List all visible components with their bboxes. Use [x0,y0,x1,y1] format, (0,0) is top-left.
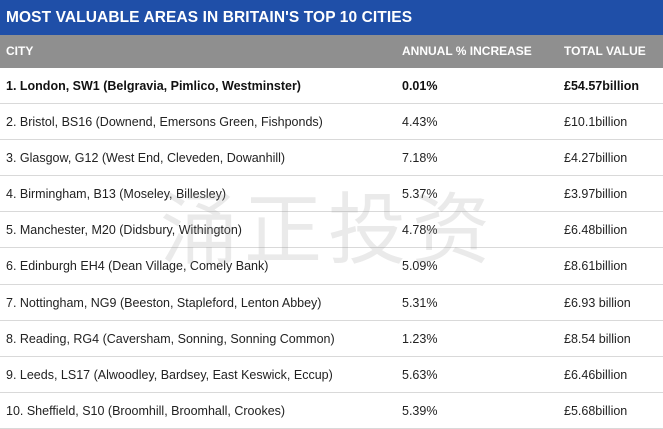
row-increase: 0.01% [402,79,438,93]
row-total: £6.93 billion [564,295,631,310]
row-city: 6. Edinburgh EH4 (Dean Village, Comely B… [6,259,269,274]
table-row: 10. Sheffield, S10 (Broomhill, Broomhall… [0,393,663,429]
row-total: £10.1billion [564,115,628,130]
header-city: CITY [6,44,34,58]
row-total: £6.48billion [564,223,628,238]
row-increase: 5.63% [402,367,438,382]
table-row: 7. Nottingham, NG9 (Beeston, Stapleford,… [0,285,663,321]
row-city: 7. Nottingham, NG9 (Beeston, Stapleford,… [6,295,322,310]
row-increase: 4.78% [402,223,438,238]
table-row: 1. London, SW1 (Belgravia, Pimlico, West… [0,68,663,105]
row-total: £5.68billion [564,403,628,418]
row-increase: 5.09% [402,259,438,274]
row-total: £54.57billion [564,79,640,93]
row-city: 9. Leeds, LS17 (Alwoodley, Bardsey, East… [6,367,333,382]
row-increase: 4.43% [402,115,438,130]
table-row: 9. Leeds, LS17 (Alwoodley, Bardsey, East… [0,357,663,393]
row-total: £6.46billion [564,367,628,382]
row-total: £3.97billion [564,187,628,202]
row-city: 4. Birmingham, B13 (Moseley, Billesley) [6,187,226,202]
table-title: MOST VALUABLE AREAS IN BRITAIN'S TOP 10 … [0,0,663,35]
row-increase: 5.31% [402,295,438,310]
row-increase: 5.39% [402,403,438,418]
table-row: 3. Glasgow, G12 (West End, Cleveden, Dow… [0,140,663,177]
row-increase: 5.37% [402,187,438,202]
table-body: 1. London, SW1 (Belgravia, Pimlico, West… [0,68,663,429]
row-city: 8. Reading, RG4 (Caversham, Sonning, Son… [6,331,335,346]
table-row: 8. Reading, RG4 (Caversham, Sonning, Son… [0,321,663,357]
row-city: 2. Bristol, BS16 (Downend, Emersons Gree… [6,115,323,130]
row-increase: 1.23% [402,331,438,346]
row-total: £8.61billion [564,259,628,274]
row-city: 5. Manchester, M20 (Didsbury, Withington… [6,223,242,238]
header-total-value: TOTAL VALUE [564,44,646,58]
table-row: 2. Bristol, BS16 (Downend, Emersons Gree… [0,104,663,141]
row-increase: 7.18% [402,151,438,166]
table-row: 4. Birmingham, B13 (Moseley, Billesley) … [0,176,663,213]
table-header-row: CITY ANNUAL % INCREASE TOTAL VALUE [0,35,663,68]
row-city: 10. Sheffield, S10 (Broomhill, Broomhall… [6,403,286,418]
row-total: £4.27billion [564,151,628,166]
row-city: 1. London, SW1 (Belgravia, Pimlico, West… [6,79,301,93]
row-total: £8.54 billion [564,331,631,346]
table-row: 5. Manchester, M20 (Didsbury, Withington… [0,212,663,249]
table-row: 6. Edinburgh EH4 (Dean Village, Comely B… [0,248,663,285]
header-annual-increase: ANNUAL % INCREASE [402,44,532,58]
row-city: 3. Glasgow, G12 (West End, Cleveden, Dow… [6,151,286,166]
